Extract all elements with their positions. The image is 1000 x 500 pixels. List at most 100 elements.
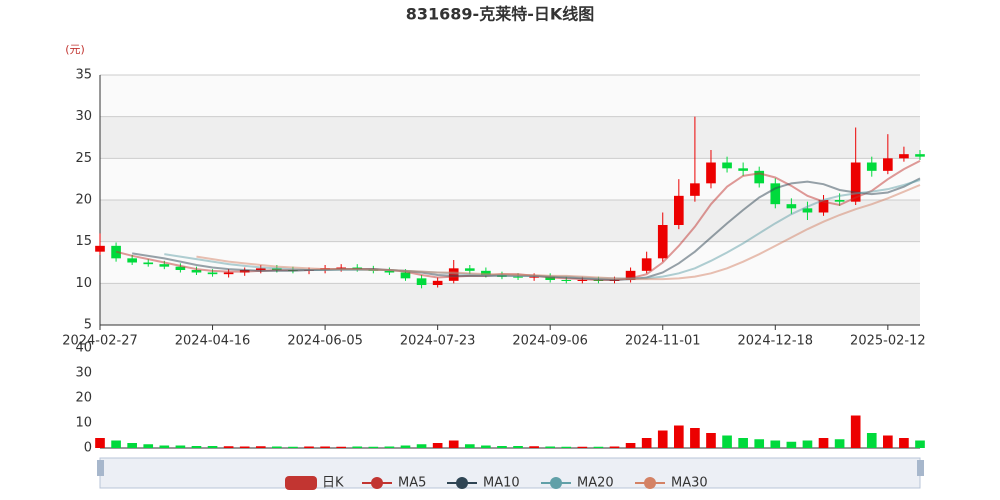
grid-band: [100, 200, 920, 242]
y-tick-label: 10: [75, 416, 92, 431]
volume-bar: [706, 433, 716, 448]
volume-bar: [239, 446, 250, 448]
volume-bar: [625, 443, 636, 448]
y-tick-label: 5: [84, 318, 92, 333]
volume-bar: [352, 446, 363, 448]
candle-body: [754, 170, 765, 184]
volume-bar: [690, 428, 700, 448]
volume-bar: [255, 446, 266, 448]
candle-body: [818, 200, 829, 213]
candle-body: [481, 270, 491, 275]
candle-body: [127, 258, 137, 263]
volume-bar: [448, 440, 459, 448]
volume-bar: [786, 441, 797, 448]
y-tick-label: 25: [75, 151, 92, 166]
candle-body: [899, 154, 909, 159]
candle-body: [175, 266, 186, 270]
legend-label[interactable]: 日K: [322, 476, 344, 491]
volume-bar: [802, 440, 813, 448]
candle-body: [850, 162, 861, 202]
y-tick-label: 10: [75, 276, 92, 291]
volume-bar: [368, 446, 379, 448]
candle-body: [915, 154, 925, 157]
x-tick-label: 2024-02-27: [62, 334, 138, 349]
volume-bar: [834, 439, 845, 448]
legend-label[interactable]: MA30: [671, 476, 708, 491]
volume-bar: [674, 425, 684, 448]
x-tick-label: 2024-11-01: [625, 334, 701, 349]
volume-bar: [754, 439, 765, 448]
y-tick-label: 30: [75, 366, 92, 381]
candle-body: [400, 272, 411, 279]
candle-body: [577, 280, 588, 281]
candle-body: [641, 258, 652, 271]
volume-bar: [127, 443, 137, 448]
legend-label[interactable]: MA10: [483, 476, 520, 491]
candle-body: [883, 158, 893, 171]
candle-body: [464, 268, 475, 271]
candle-body: [722, 162, 732, 169]
chart-title: 831689-克莱特-日K线图: [406, 5, 594, 24]
volume-bar: [464, 444, 475, 448]
candle-body: [95, 245, 105, 252]
y-tick-label: 35: [75, 68, 92, 83]
data-zoom[interactable]: [99, 457, 921, 489]
zoom-handle[interactable]: [917, 460, 924, 476]
x-tick-label: 2025-02-12: [850, 334, 926, 349]
volume-bar: [577, 446, 588, 448]
candle-body: [802, 208, 813, 213]
candle-body: [866, 162, 877, 171]
candle-body: [738, 168, 748, 171]
y-unit: (元): [65, 43, 85, 56]
candle-body: [706, 162, 716, 184]
volume-bar: [529, 446, 539, 448]
candle-body: [834, 200, 845, 202]
legend-icon: [550, 477, 562, 489]
candle-body: [657, 225, 668, 259]
volume-bar: [850, 415, 861, 448]
volume-bar: [561, 446, 572, 448]
y-tick-label: 0: [84, 441, 92, 456]
ma-line: [196, 184, 921, 281]
volume-bar: [513, 446, 523, 448]
candle-body: [529, 276, 539, 278]
volume-bar: [866, 433, 877, 448]
grid-band: [100, 116, 920, 159]
volume-bar: [175, 445, 186, 448]
volume-bar: [207, 446, 218, 448]
x-tick-label: 2024-09-06: [512, 334, 588, 349]
volume-bar: [159, 445, 170, 448]
candle-body: [432, 280, 443, 285]
volume-bar: [223, 446, 234, 448]
volume-bar: [143, 444, 154, 448]
y-tick-label: 20: [75, 193, 92, 208]
candle-body: [513, 276, 523, 278]
zoom-handle[interactable]: [97, 460, 104, 476]
legend-icon: [371, 477, 383, 489]
volume-bar: [883, 435, 893, 448]
legend-icon: [285, 476, 317, 490]
volume-bar: [915, 440, 925, 448]
x-tick-label: 2024-04-16: [175, 334, 251, 349]
volume-bar: [593, 446, 604, 448]
x-tick-label: 2024-12-18: [738, 334, 814, 349]
volume-bar: [111, 440, 121, 448]
volume-bar: [191, 446, 202, 448]
y-tick-label: 15: [75, 234, 92, 249]
candle-body: [561, 280, 572, 281]
volume-bar: [770, 440, 781, 448]
candle-body: [159, 264, 170, 267]
grid-band: [100, 158, 920, 200]
volume-bar: [497, 446, 507, 448]
volume-bar: [432, 443, 443, 448]
candle-body: [207, 272, 218, 275]
volume-bar: [738, 438, 748, 448]
legend-label[interactable]: MA20: [577, 476, 614, 491]
candle-body: [143, 262, 154, 265]
legend-label[interactable]: MA5: [398, 476, 426, 491]
volume-bar: [288, 446, 298, 448]
candle-body: [448, 268, 459, 281]
volume-bar: [545, 446, 556, 448]
volume-bar: [384, 446, 395, 448]
volume-bar: [609, 446, 620, 448]
